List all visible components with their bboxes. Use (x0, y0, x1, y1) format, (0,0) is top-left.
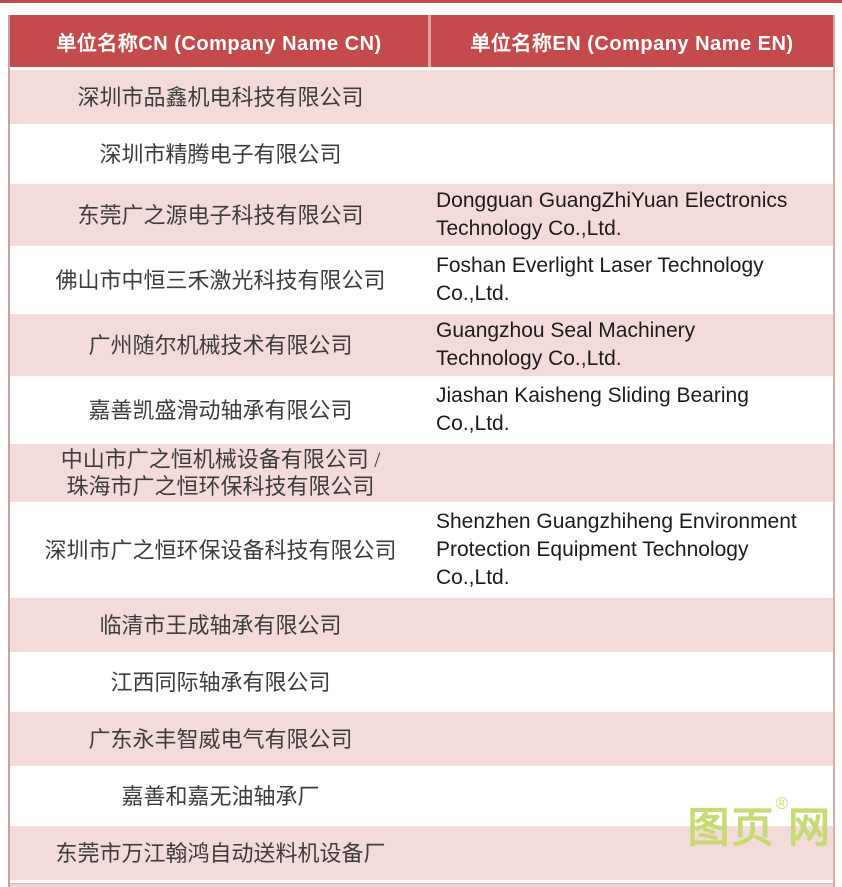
table-row: 广东永丰智威电气有限公司 (10, 712, 833, 766)
watermark-text-right: 网 (787, 804, 832, 851)
company-name-en-cell (431, 622, 833, 628)
table-row: 深圳市品鑫机电科技有限公司 (10, 70, 833, 124)
company-name-cn-cell: 江西同际轴承有限公司 (110, 669, 331, 695)
company-name-cn-cell: 广州随尔机械技术有限公司 (88, 332, 353, 358)
company-name-cn-cell: 嘉善凯盛滑动轴承有限公司 (88, 397, 353, 423)
company-name-cn-cell: 东莞广之源电子科技有限公司 (77, 202, 364, 228)
company-name-en-cell: Foshan Everlight Laser Technology Co.,Lt… (436, 254, 764, 305)
company-name-cn-cell: 嘉善和嘉无油轴承厂 (121, 783, 320, 809)
table-header-row: 单位名称CN (Company Name CN) 单位名称EN (Company… (10, 15, 833, 67)
company-name-en-cell (431, 793, 833, 799)
company-name-en-cell: Guangzhou Seal Machinery Technology Co.,… (436, 319, 696, 370)
company-name-en-cell (431, 151, 833, 157)
company-name-en-cell: Shenzhen Guangzhiheng Environment Protec… (436, 510, 797, 589)
table-row: 深圳市精腾电子有限公司 (10, 127, 833, 181)
company-name-en-cell: Dongguan GuangZhiYuan Electronics Techno… (436, 189, 788, 240)
table-row: 临清市王成轴承有限公司 (10, 598, 833, 652)
company-name-en-cell (431, 470, 833, 476)
header-company-name-en: 单位名称EN (Company Name EN) (470, 32, 794, 55)
company-name-cn-cell: 临清市王成轴承有限公司 (99, 612, 342, 638)
header-company-name-cn: 单位名称CN (Company Name CN) (10, 15, 431, 67)
table-row: 嘉善和嘉无油轴承厂 (10, 769, 833, 823)
company-name-en-cell (431, 679, 833, 685)
registered-trademark-icon: ® (775, 794, 788, 813)
table-row: 广州随尔机械技术有限公司 Guangzhou Seal Machinery Te… (10, 314, 833, 376)
table-row: 佛山市中恒三禾激光科技有限公司 Foshan Everlight Laser T… (10, 249, 833, 311)
company-name-en-cell (431, 736, 833, 742)
company-name-cn-cell: 中山市广之恒机械设备有限公司 / 珠海市广之恒环保科技有限公司 (60, 447, 381, 499)
company-name-cn-cell: 深圳市广之恒环保设备科技有限公司 (44, 537, 397, 563)
company-name-en-cell: Jiashan Kaisheng Sliding Bearing Co.,Ltd… (436, 384, 749, 435)
table-row: 江西同际轴承有限公司 (10, 655, 833, 709)
company-table: 单位名称CN (Company Name CN) 单位名称EN (Company… (8, 15, 835, 887)
watermark-logo: 图页®网 (687, 795, 832, 851)
company-name-en-cell (431, 94, 833, 100)
company-name-cn-cell: 东莞市万江翰鸿自动送料机设备厂 (55, 840, 386, 866)
company-name-cn-cell: 广东永丰智威电气有限公司 (88, 726, 353, 752)
company-name-cn-cell: 深圳市精腾电子有限公司 (99, 141, 342, 167)
top-table-edge (0, 0, 842, 3)
watermark-text-left: 图页 (687, 804, 776, 851)
table-row: 东莞广之源电子科技有限公司 Dongguan GuangZhiYuan Elec… (10, 184, 833, 246)
next-row-cutoff (10, 883, 833, 887)
table-row: 嘉善凯盛滑动轴承有限公司 Jiashan Kaisheng Sliding Be… (10, 379, 833, 441)
table-body: 深圳市品鑫机电科技有限公司 深圳市精腾电子有限公司 东莞广之源电子科技有限公司 … (10, 70, 833, 880)
table-row: 中山市广之恒机械设备有限公司 / 珠海市广之恒环保科技有限公司 (10, 444, 833, 502)
table-row: 深圳市广之恒环保设备科技有限公司 Shenzhen Guangzhiheng E… (10, 505, 833, 595)
company-name-cn-cell: 佛山市中恒三禾激光科技有限公司 (55, 267, 386, 293)
company-name-cn-cell: 深圳市品鑫机电科技有限公司 (77, 84, 364, 110)
